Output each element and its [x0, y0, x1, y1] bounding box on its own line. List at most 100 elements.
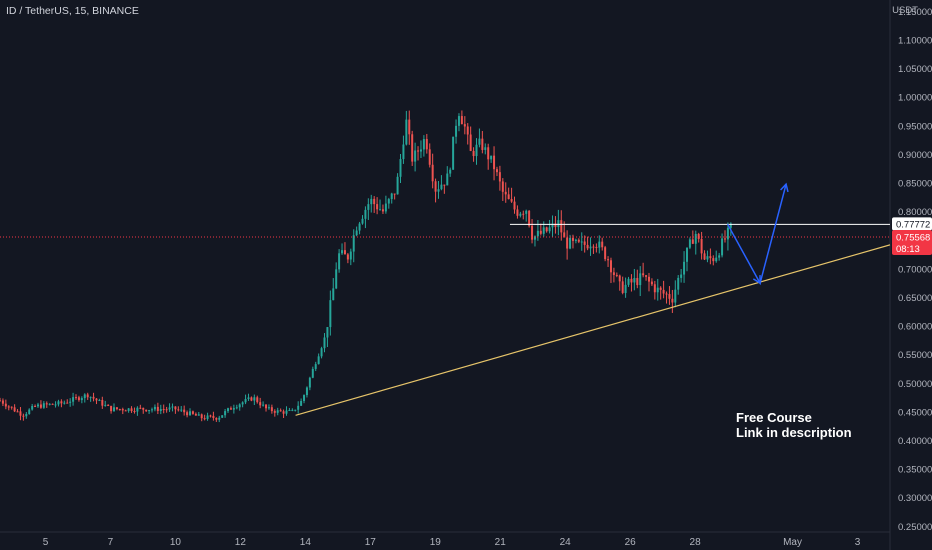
candle-body	[700, 238, 703, 254]
candle-body	[276, 410, 279, 413]
candle-body	[376, 204, 379, 210]
candle-body	[349, 251, 352, 260]
y-tick-label: 0.50000	[898, 379, 932, 390]
candle-body	[498, 172, 501, 182]
x-tick-label: May	[783, 537, 802, 548]
candle-body	[189, 411, 192, 416]
candle-body	[162, 409, 165, 411]
candle-body	[265, 404, 268, 409]
annotation-line-2: Link in description	[736, 425, 852, 440]
candle-body	[282, 411, 285, 414]
candle-body	[639, 273, 642, 286]
candle-body	[256, 397, 259, 403]
candle-body	[630, 278, 633, 283]
y-tick-label: 0.90000	[898, 150, 932, 161]
candle-body	[142, 407, 145, 410]
annotation-text: Free Course Link in description	[736, 410, 852, 440]
candle-body	[361, 218, 364, 224]
candle-body	[200, 414, 203, 419]
candle-body	[235, 407, 238, 409]
candle-body	[101, 400, 104, 406]
candle-body	[1, 400, 4, 404]
candle-body	[589, 246, 592, 249]
candle-body	[77, 397, 80, 401]
candle-body	[685, 247, 688, 262]
candle-body	[668, 294, 671, 299]
candle-body	[224, 411, 227, 416]
candle-body	[346, 254, 349, 260]
candle-body	[92, 396, 95, 399]
candle-body	[612, 272, 615, 275]
x-tick-label: 10	[170, 537, 182, 548]
candle-body	[393, 193, 396, 195]
y-tick-label: 0.85000	[898, 179, 932, 190]
candle-body	[665, 293, 668, 295]
candle-body	[384, 203, 387, 212]
candle-body	[83, 394, 86, 399]
candle-body	[408, 119, 411, 135]
candle-body	[139, 407, 142, 409]
candle-body	[10, 406, 13, 408]
candle-body	[151, 409, 154, 411]
candle-body	[253, 397, 256, 401]
candle-body	[285, 410, 288, 414]
candle-body	[647, 276, 650, 282]
x-tick-label: 24	[560, 537, 572, 548]
candles-group	[0, 110, 732, 423]
x-tick-label: 3	[855, 537, 861, 548]
candle-body	[48, 403, 51, 405]
candle-body	[656, 287, 659, 293]
time-axis[interactable]: 5 7 10 12 14 17 19 21 24 26 28 May 3	[43, 537, 861, 548]
candle-body	[607, 259, 610, 261]
candle-body	[633, 277, 636, 283]
candle-body	[709, 256, 712, 259]
candle-body	[153, 406, 156, 410]
current-price-tag	[892, 230, 932, 256]
candle-body	[98, 400, 101, 402]
candle-body	[323, 337, 326, 349]
candle-body	[697, 233, 700, 239]
x-tick-label: 7	[108, 537, 114, 548]
candle-body	[615, 274, 618, 276]
candle-body	[42, 403, 45, 408]
candle-body	[419, 149, 422, 152]
candle-body	[311, 368, 314, 378]
candle-body	[595, 246, 598, 248]
candle-body	[437, 189, 440, 192]
candle-body	[177, 409, 180, 411]
candle-body	[674, 289, 677, 303]
candle-body	[45, 403, 48, 405]
x-tick-label: 21	[495, 537, 507, 548]
candle-body	[34, 406, 37, 408]
x-tick-label: 28	[690, 537, 702, 548]
candle-body	[300, 400, 303, 406]
candle-body	[364, 209, 367, 219]
candle-body	[592, 246, 595, 248]
support-trendline[interactable]	[295, 244, 891, 416]
candle-body	[229, 408, 232, 410]
candle-body	[273, 411, 276, 413]
candle-body	[624, 284, 627, 293]
candle-body	[335, 269, 338, 289]
countdown-text: 08:13	[896, 244, 920, 255]
y-tick-label: 0.55000	[898, 350, 932, 361]
candle-body	[715, 257, 718, 262]
candle-body	[586, 244, 589, 249]
candle-body	[86, 394, 89, 398]
candle-body	[475, 144, 478, 157]
candle-body	[303, 395, 306, 401]
y-tick-label: 1.10000	[898, 36, 932, 47]
candle-body	[4, 403, 7, 407]
candle-body	[186, 412, 189, 416]
candle-body	[729, 223, 732, 228]
symbol-header[interactable]: ID / TetherUS, 15, BINANCE	[6, 5, 139, 17]
y-tick-label: 1.05000	[898, 64, 932, 75]
x-tick-label: 14	[300, 537, 312, 548]
candle-body	[414, 150, 417, 162]
candle-body	[460, 116, 463, 125]
candle-body	[487, 147, 490, 160]
candle-body	[545, 227, 548, 232]
candle-body	[472, 150, 475, 157]
candle-body	[159, 409, 162, 411]
